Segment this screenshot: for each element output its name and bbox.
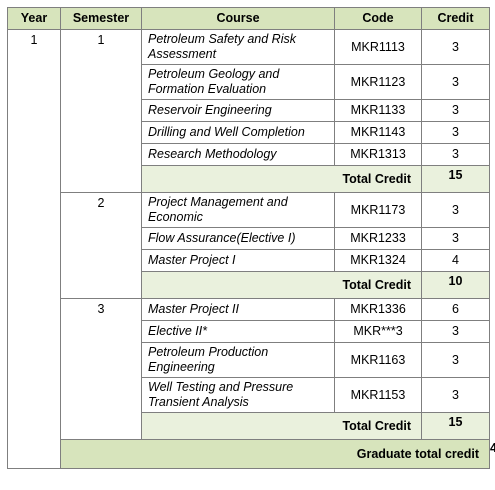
course-name: Project Management and Economic [141, 192, 335, 228]
course-name: Research Methodology [141, 143, 335, 166]
table-row: 1 1 Petroleum Safety and Risk Assessment… [7, 29, 490, 469]
course-code: MKR1313 [334, 143, 422, 166]
header-credit: Credit [421, 7, 490, 30]
total-credit-label: Total Credit [141, 271, 422, 299]
header-course: Course [141, 7, 335, 30]
header-row: Year Semester Course Code Credit [7, 7, 490, 30]
table-row: 2 Project Management and Economic MKR117… [8, 192, 490, 299]
total-credit-label: Total Credit [141, 412, 422, 440]
header-code: Code [334, 7, 422, 30]
course-code: MKR1233 [334, 227, 422, 250]
table-row: Research Methodology MKR1313 3 [8, 143, 490, 166]
header-year: Year [7, 7, 61, 30]
course-code: MKR1143 [334, 121, 422, 144]
course-name: Elective II* [141, 320, 335, 343]
course-name: Master Project II [141, 298, 335, 321]
table-row: Petroleum Geology and Formation Evaluati… [8, 64, 490, 100]
course-name: Drilling and Well Completion [141, 121, 335, 144]
course-credit: 3 [421, 143, 490, 166]
table-row: Well Testing and Pressure Transient Anal… [8, 377, 490, 413]
table-row: Reservoir Engineering MKR1133 3 [8, 99, 490, 122]
graduate-total-label: Graduate total credit [60, 439, 490, 469]
course-name: Petroleum Geology and Formation Evaluati… [141, 64, 335, 100]
table-row: Flow Assurance(Elective I) MKR1233 3 [8, 227, 490, 250]
course-credit: 3 [421, 29, 490, 65]
course-code: MKR1336 [334, 298, 422, 321]
table-row: Drilling and Well Completion MKR1143 3 [8, 121, 490, 144]
header-semester: Semester [60, 7, 142, 30]
semester-cell: 2 [60, 192, 142, 299]
course-credit: 3 [421, 227, 490, 250]
course-code: MKR1123 [334, 64, 422, 100]
table-row: Petroleum Production Engineering MKR1163… [8, 342, 490, 378]
course-credit: 6 [421, 298, 490, 321]
course-name: Well Testing and Pressure Transient Anal… [141, 377, 335, 413]
total-credit-label: Total Credit [141, 165, 422, 193]
course-credit: 3 [421, 192, 490, 228]
course-credit: 3 [421, 320, 490, 343]
course-code: MKR***3 [334, 320, 422, 343]
total-credit-value: 15 [421, 165, 490, 193]
course-credit: 3 [421, 64, 490, 100]
course-credit: 4 [421, 249, 490, 272]
course-name: Petroleum Safety and Risk Assessment [141, 29, 335, 65]
table-row: 3 Master Project II MKR1336 6 [8, 298, 490, 440]
total-row: Total Credit 10 [8, 271, 490, 299]
total-credit-value: 10 [421, 271, 490, 299]
semester-cell: 3 [60, 298, 142, 440]
course-code: MKR1163 [334, 342, 422, 378]
graduate-total-row: Graduate total credit 40 [8, 439, 495, 469]
course-name: Petroleum Production Engineering [141, 342, 335, 378]
semester-cell: 1 [60, 29, 142, 193]
table-row: Master Project I MKR1324 4 [8, 249, 490, 272]
course-code: MKR1324 [334, 249, 422, 272]
total-credit-value: 15 [421, 412, 490, 440]
course-credit: 3 [421, 99, 490, 122]
course-credit: 3 [421, 121, 490, 144]
course-name: Reservoir Engineering [141, 99, 335, 122]
course-name: Master Project I [141, 249, 335, 272]
course-code: MKR1153 [334, 377, 422, 413]
course-name: Flow Assurance(Elective I) [141, 227, 335, 250]
course-code: MKR1173 [334, 192, 422, 228]
credit-table: Year Semester Course Code Credit 1 1 Pet… [7, 7, 495, 469]
year-cell: 1 [7, 29, 61, 469]
course-credit: 3 [421, 342, 490, 378]
course-code: MKR1133 [334, 99, 422, 122]
course-code: MKR1113 [334, 29, 422, 65]
course-credit: 3 [421, 377, 490, 413]
